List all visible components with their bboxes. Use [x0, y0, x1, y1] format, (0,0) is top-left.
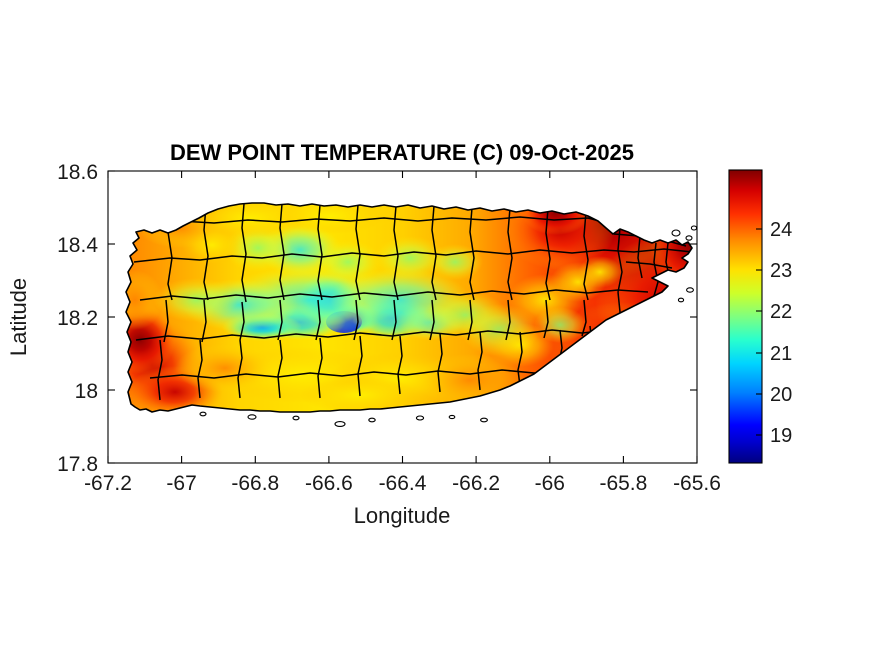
colorbar-tick-label: 24	[770, 219, 792, 241]
y-tick-label: 18.4	[57, 234, 98, 257]
x-tick-label: -66.6	[305, 472, 353, 495]
x-tick-label: -66.4	[379, 472, 427, 495]
x-tick-label: -66	[535, 472, 565, 495]
y-tick-label: 18.2	[57, 307, 98, 330]
x-tick-labels: -67.2 -67 -66.8 -66.6 -66.4 -66.2 -66 -6…	[84, 472, 721, 495]
x-tick-label: -66.2	[452, 472, 500, 495]
colorbar-tick-label: 22	[770, 301, 792, 323]
y-tick-marks	[108, 170, 697, 464]
x-tick-label: -67.2	[84, 472, 132, 495]
chart-title: DEW POINT TEMPERATURE (C) 09-Oct-2025	[170, 140, 634, 165]
colorbar-tick-label: 19	[770, 425, 792, 447]
x-tick-label: -65.6	[673, 472, 721, 495]
x-tick-label: -67	[166, 472, 196, 495]
colorbar-tick-label: 20	[770, 384, 792, 406]
colorbar-tick-label: 21	[770, 343, 792, 365]
y-tick-label: 18	[75, 380, 98, 403]
y-tick-label: 18.6	[57, 161, 98, 184]
colorbar-tick-label: 23	[770, 260, 792, 282]
x-tick-marks	[107, 171, 698, 463]
offshore-islets	[199, 225, 697, 427]
y-tick-label: 17.8	[57, 453, 98, 476]
municipality-boundaries	[133, 203, 692, 401]
x-axis-label: Longitude	[354, 503, 451, 528]
colorbar-gradient	[728, 169, 763, 464]
x-tick-label: -66.8	[231, 472, 279, 495]
colorbar[interactable]: 19 20 21 22 23 24	[728, 169, 792, 464]
y-tick-labels: 17.8 18 18.2 18.4 18.6	[57, 161, 98, 476]
y-axis-label: Latitude	[6, 278, 31, 356]
colorbar-tick-marks	[756, 228, 762, 436]
x-tick-label: -65.8	[599, 472, 647, 495]
